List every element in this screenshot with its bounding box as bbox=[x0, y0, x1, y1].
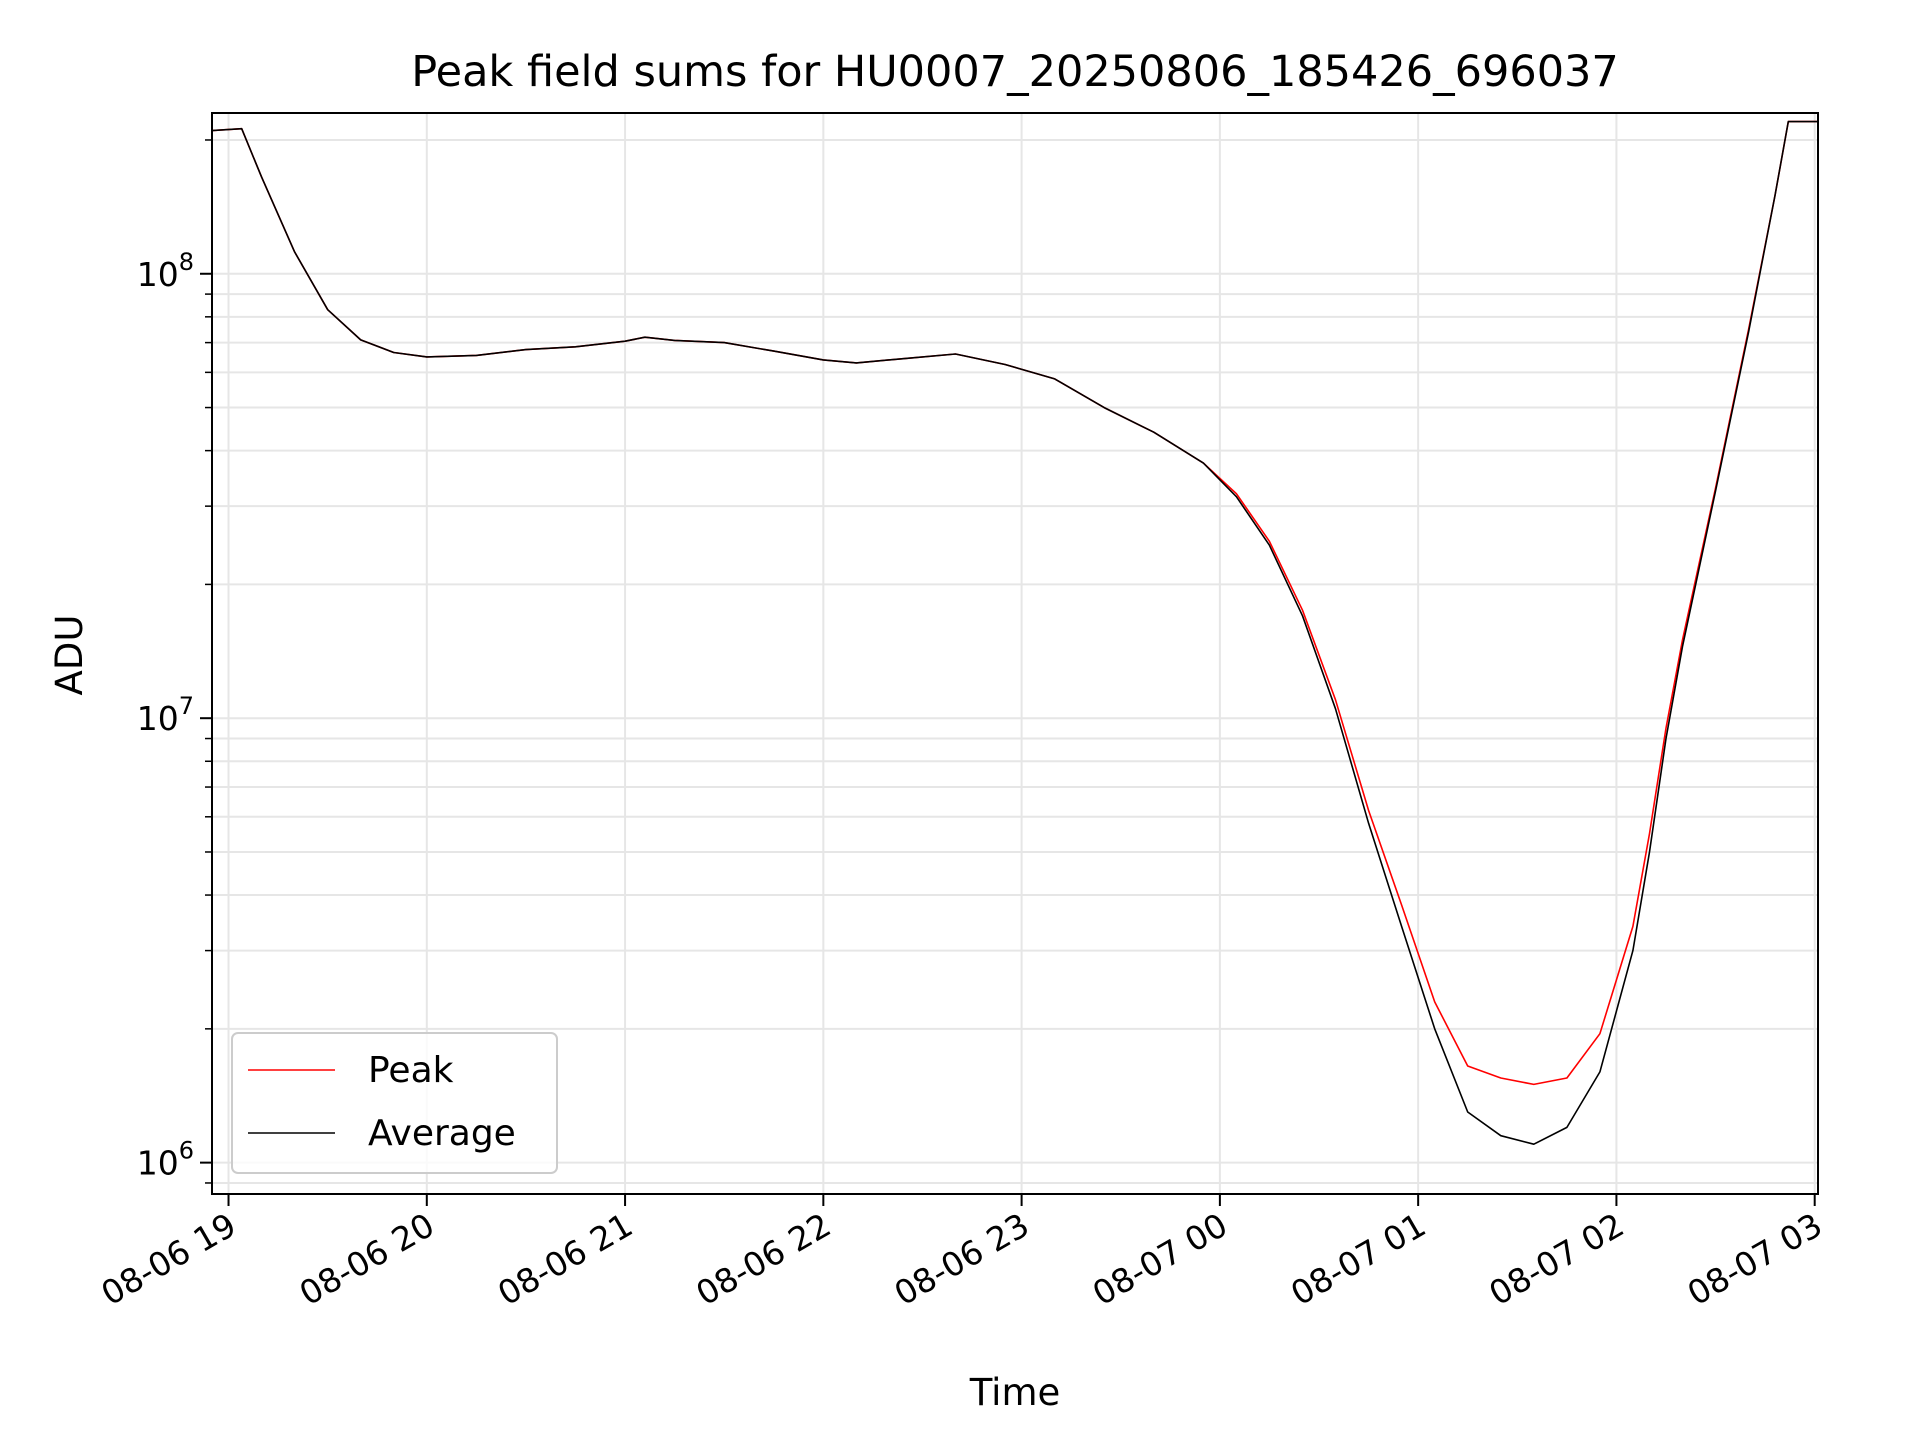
plot-frame bbox=[211, 112, 1819, 1195]
legend-label-peak: Peak bbox=[368, 1050, 454, 1091]
x-axis-label: Time bbox=[969, 1371, 1061, 1414]
legend-frame bbox=[231, 1032, 558, 1174]
chart-title: Peak field sums for HU0007_20250806_1854… bbox=[411, 47, 1619, 97]
legend-label-average: Average bbox=[368, 1113, 516, 1154]
y-tick-label: 107 bbox=[137, 692, 194, 738]
series-lines bbox=[211, 120, 1818, 1145]
series-line-average bbox=[211, 120, 1818, 1145]
y-tick-label: 108 bbox=[137, 248, 194, 294]
grid bbox=[212, 113, 1818, 1194]
legend: Peak Average bbox=[231, 1032, 558, 1174]
y-tick-label: 106 bbox=[137, 1137, 194, 1183]
y-axis-label: ADU bbox=[48, 615, 91, 696]
